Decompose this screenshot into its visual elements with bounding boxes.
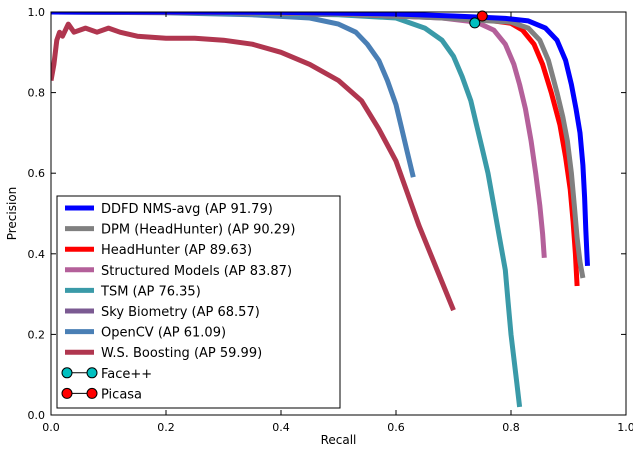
legend-marker-8 bbox=[87, 368, 97, 378]
legend-label-4: TSM (AP 76.35) bbox=[100, 284, 201, 299]
legend-label-7: W.S. Boosting (AP 59.99) bbox=[101, 346, 262, 361]
legend: DDFD NMS-avg (AP 91.79) DPM (HeadHunter) … bbox=[57, 196, 340, 408]
y-tick-label: 0.8 bbox=[28, 87, 46, 100]
legend-label-8: Face++ bbox=[101, 367, 152, 382]
legend-marker-9 bbox=[87, 388, 97, 398]
y-tick-label: 0.4 bbox=[28, 248, 46, 261]
x-tick-label: 0.4 bbox=[272, 421, 290, 434]
x-tick-label: 0.2 bbox=[157, 421, 175, 434]
x-tick-label: 0.8 bbox=[502, 421, 520, 434]
legend-marker-9 bbox=[62, 388, 72, 398]
legend-label-2: HeadHunter (AP 89.63) bbox=[101, 243, 252, 258]
legend-marker-8 bbox=[62, 368, 72, 378]
legend-label-1: DPM (HeadHunter) (AP 90.29) bbox=[101, 223, 295, 238]
y-tick-label: 0.2 bbox=[28, 328, 46, 341]
legend-label-0: DDFD NMS-avg (AP 91.79) bbox=[101, 202, 273, 217]
legend-label-6: OpenCV (AP 61.09) bbox=[101, 326, 226, 341]
x-tick-label: 1.0 bbox=[617, 421, 633, 434]
series-marker-9 bbox=[477, 11, 487, 21]
x-tick-label: 0.6 bbox=[387, 421, 405, 434]
x-tick-label: 0.0 bbox=[42, 421, 60, 434]
y-tick-label: 0.6 bbox=[28, 167, 46, 180]
legend-label-9: Picasa bbox=[101, 387, 142, 402]
y-axis-label: Precision bbox=[5, 187, 19, 241]
legend-label-5: Sky Biometry (AP 68.57) bbox=[101, 305, 260, 320]
x-axis-label: Recall bbox=[321, 433, 357, 447]
series-line-6 bbox=[51, 12, 413, 177]
legend-label-3: Structured Models (AP 83.87) bbox=[101, 264, 292, 279]
y-tick-label: 0.0 bbox=[28, 409, 46, 422]
y-tick-label: 1.0 bbox=[28, 6, 46, 19]
